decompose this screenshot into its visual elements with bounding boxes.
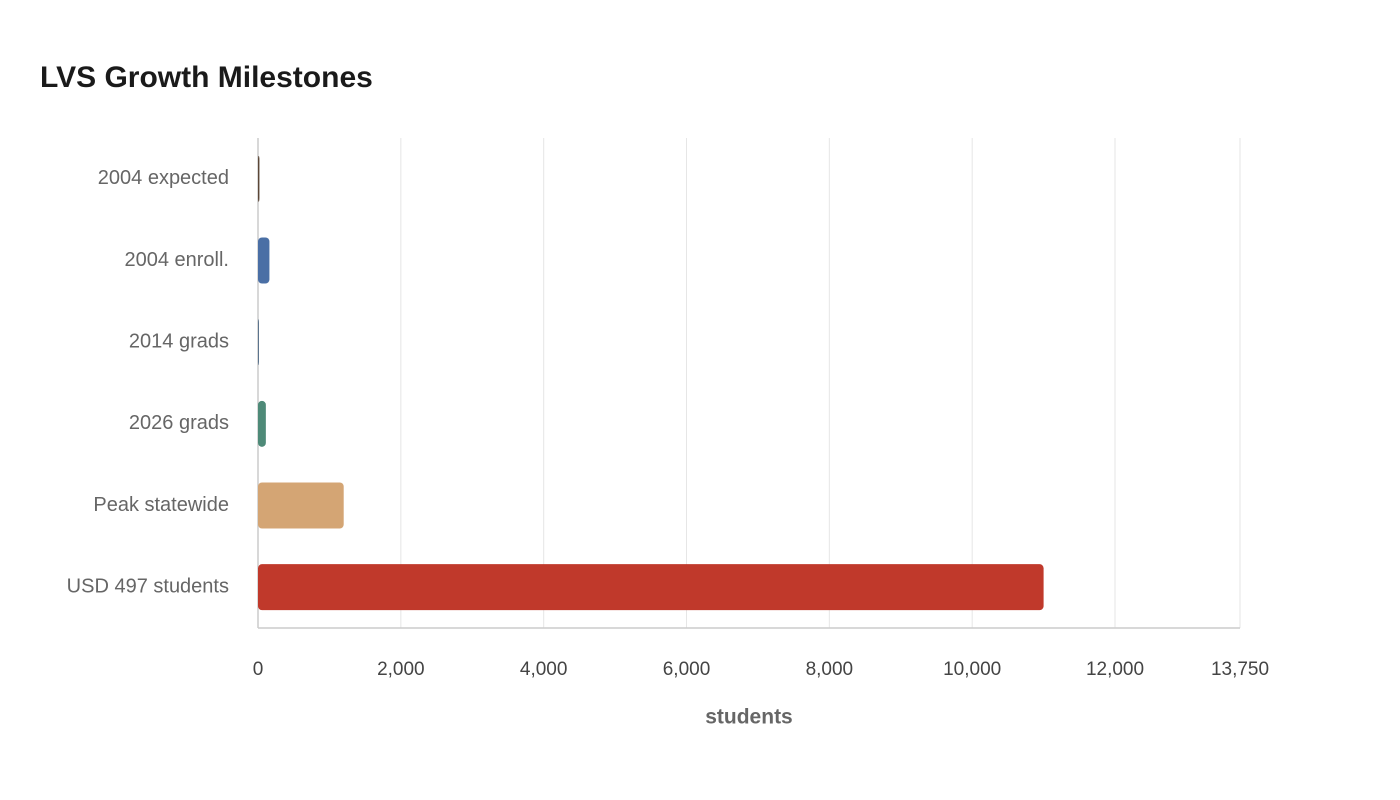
x-tick-label: 10,000 bbox=[943, 659, 1001, 680]
x-tick-label: 8,000 bbox=[806, 659, 854, 680]
x-tick-label: 6,000 bbox=[663, 659, 711, 680]
y-tick-label: Peak statewide bbox=[93, 494, 229, 516]
bar bbox=[258, 237, 270, 284]
x-tick-label: 13,750 bbox=[1211, 659, 1269, 680]
x-tick-label: 2,000 bbox=[377, 659, 425, 680]
bar bbox=[258, 155, 260, 202]
y-tick-label: 2004 expected bbox=[98, 167, 229, 189]
chart-title: LVS Growth Milestones bbox=[40, 61, 373, 94]
bar bbox=[258, 564, 1044, 611]
x-tick-label: 0 bbox=[253, 659, 264, 680]
bar bbox=[258, 482, 344, 529]
y-tick-label: USD 497 students bbox=[67, 575, 229, 597]
y-tick-label: 2004 enroll. bbox=[124, 249, 229, 271]
x-tick-label: 4,000 bbox=[520, 659, 568, 680]
y-tick-label: 2014 grads bbox=[129, 330, 229, 352]
bar bbox=[258, 400, 266, 447]
x-tick-label: 12,000 bbox=[1086, 659, 1144, 680]
y-tick-label: 2026 grads bbox=[129, 412, 229, 434]
x-axis-title: students bbox=[705, 706, 793, 729]
bar bbox=[258, 319, 259, 366]
